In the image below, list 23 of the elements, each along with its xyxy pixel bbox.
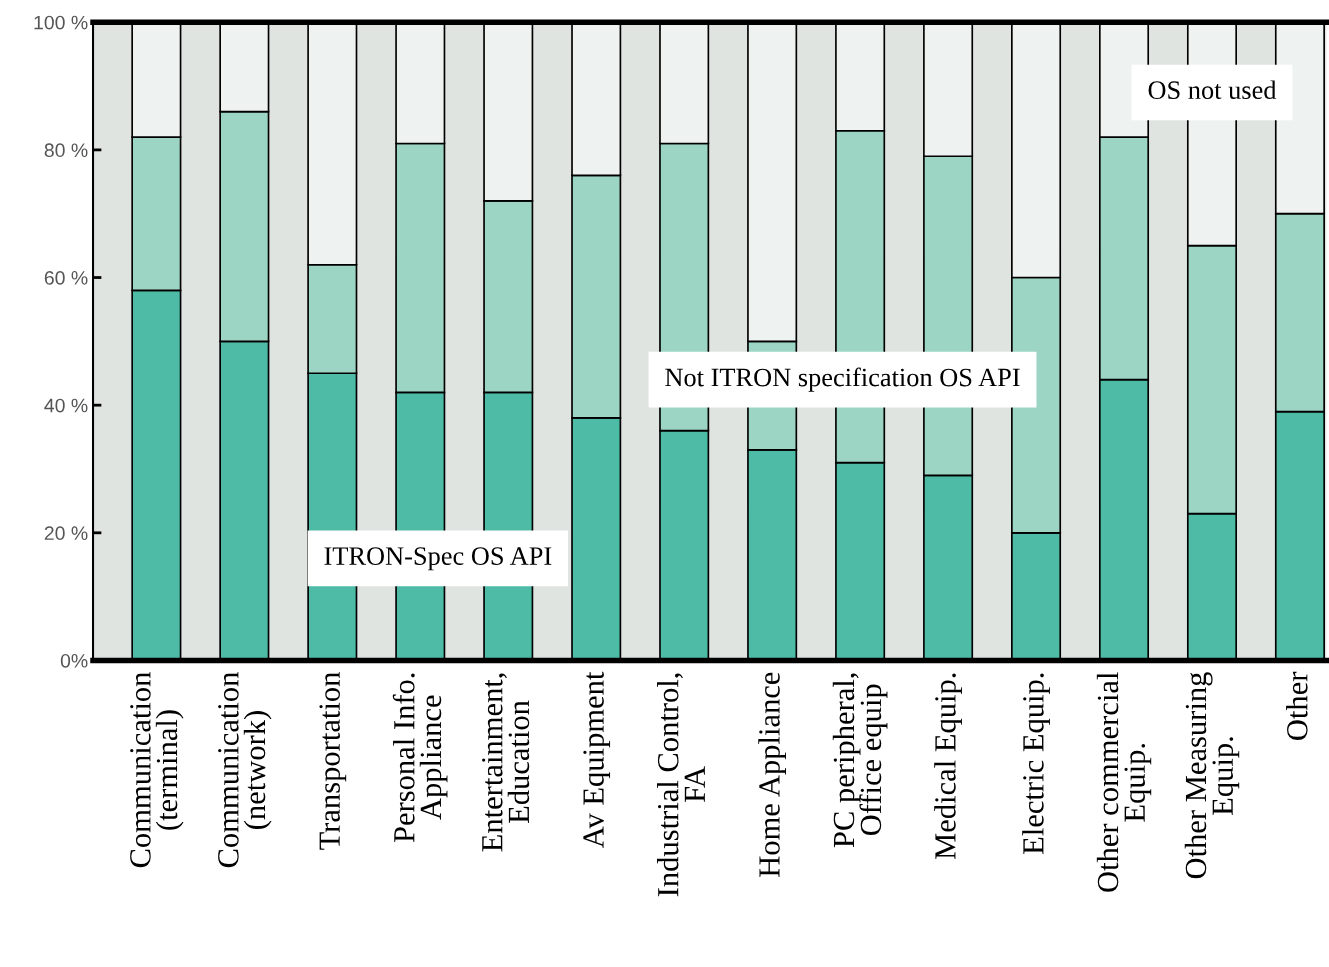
y-tick-label: 40 % (44, 398, 88, 413)
x-tick-label: Industrial Control, FA (657, 673, 705, 897)
x-tick-label: Other Measuring Equip. (1184, 672, 1240, 879)
y-tick-label: 20 % (44, 526, 88, 541)
x-tick-label: Medical Equip. (934, 673, 962, 860)
series-label: OS not used (1148, 80, 1277, 100)
x-tick-label: Electric Equip. (1022, 673, 1050, 854)
x-tick-label: Other (1286, 671, 1308, 740)
x-tick-label: Communication (network) (218, 672, 272, 868)
x-tick-label: PC peripheral, Office equip (832, 673, 888, 848)
x-tick-label: Home Appliance (758, 672, 786, 877)
x-tick-label: Other commercial Equip. (1096, 672, 1152, 892)
y-tick-label: 0% (60, 653, 88, 668)
y-tick-label: 80 % (44, 143, 88, 158)
x-tick-label: Communication (terminal) (130, 672, 184, 868)
x-tick-label: Av Equipment (583, 671, 611, 849)
x-tick-label: Transportation (319, 672, 347, 850)
y-tick-label: 100 % (34, 15, 88, 30)
x-tick-label: Personal Info. Appliance (392, 673, 448, 843)
series-label: ITRON-Spec OS API (324, 547, 552, 571)
x-tick-label: Entertainment, Education (482, 673, 530, 852)
series-label: Not ITRON specification OS API (665, 367, 1020, 392)
y-tick-label: 60 % (44, 271, 88, 285)
